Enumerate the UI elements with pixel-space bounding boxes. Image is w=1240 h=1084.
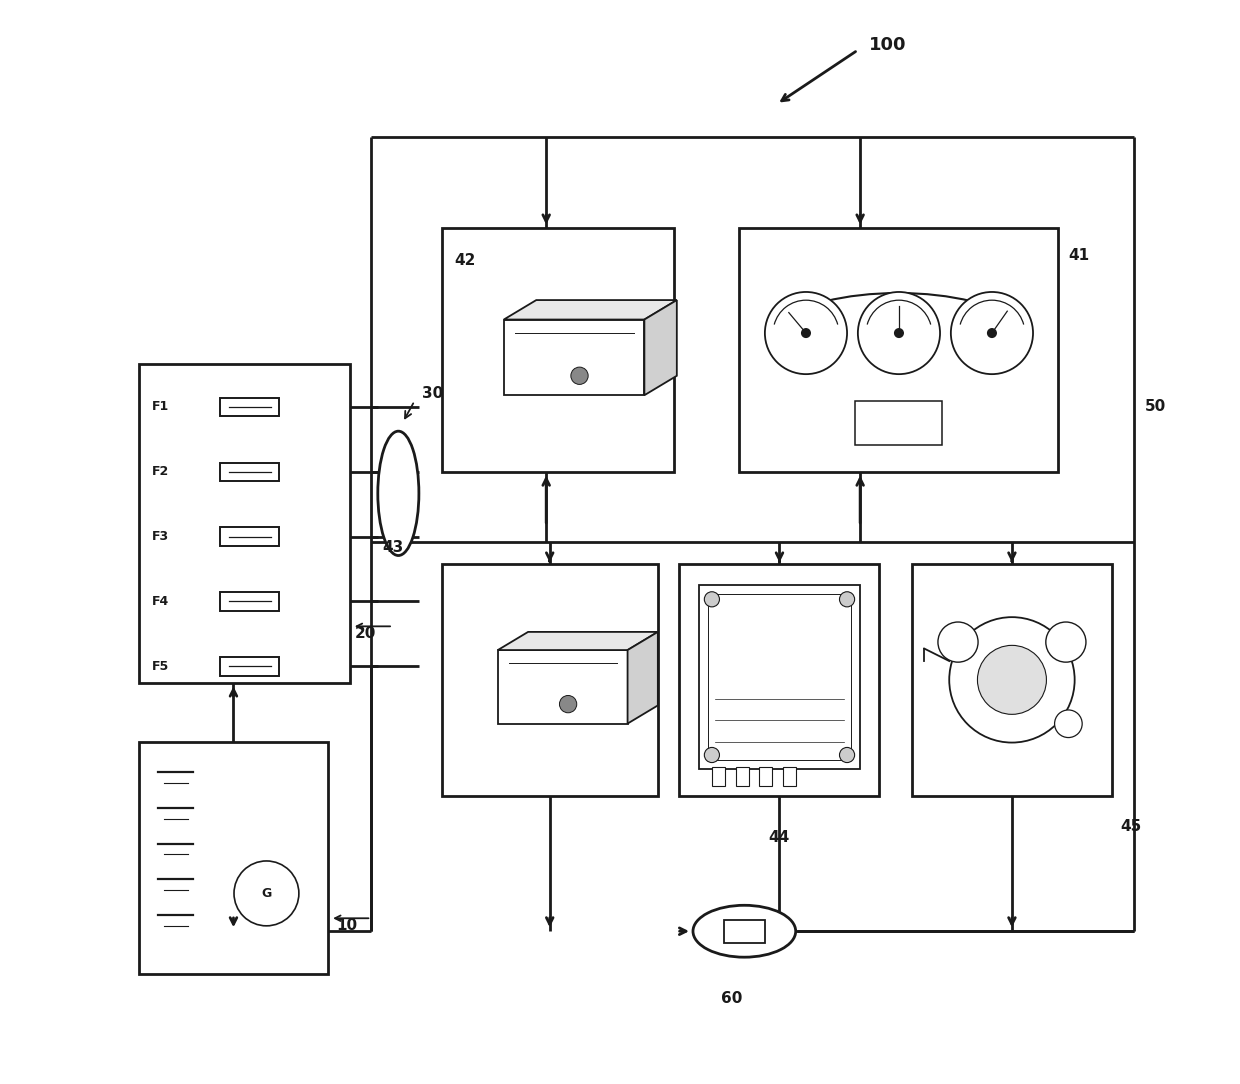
Text: 41: 41 xyxy=(1069,248,1090,263)
Bar xyxy=(856,401,941,444)
Circle shape xyxy=(570,367,588,385)
Text: 10: 10 xyxy=(337,918,358,933)
Text: 42: 42 xyxy=(455,254,476,269)
Circle shape xyxy=(1054,710,1083,737)
Bar xyxy=(739,229,1058,472)
Text: F4: F4 xyxy=(151,595,169,608)
Bar xyxy=(441,229,675,472)
Bar xyxy=(712,766,725,786)
Text: G: G xyxy=(262,887,272,900)
Text: F1: F1 xyxy=(151,400,169,413)
Circle shape xyxy=(951,292,1033,374)
Circle shape xyxy=(987,328,996,337)
Ellipse shape xyxy=(693,905,796,957)
Circle shape xyxy=(559,696,577,713)
Text: F2: F2 xyxy=(151,465,169,478)
Bar xyxy=(759,766,773,786)
Bar xyxy=(911,564,1112,796)
Bar xyxy=(219,463,279,481)
Bar xyxy=(441,564,658,796)
Circle shape xyxy=(858,292,940,374)
Polygon shape xyxy=(497,632,658,650)
Circle shape xyxy=(977,645,1047,714)
Bar xyxy=(699,585,861,769)
Text: 20: 20 xyxy=(355,627,377,642)
Bar xyxy=(219,398,279,416)
Bar xyxy=(784,766,796,786)
Circle shape xyxy=(950,617,1075,743)
Circle shape xyxy=(894,328,903,337)
Circle shape xyxy=(704,592,719,607)
Bar xyxy=(708,594,852,760)
Bar xyxy=(219,528,279,545)
Bar xyxy=(139,743,329,975)
Text: F3: F3 xyxy=(151,530,169,543)
Circle shape xyxy=(801,328,810,337)
Text: 50: 50 xyxy=(1145,399,1166,414)
Circle shape xyxy=(234,861,299,926)
Polygon shape xyxy=(627,632,658,724)
Bar xyxy=(735,766,749,786)
Circle shape xyxy=(704,748,719,762)
Polygon shape xyxy=(645,300,677,396)
Circle shape xyxy=(765,292,847,374)
Circle shape xyxy=(839,592,854,607)
Text: 100: 100 xyxy=(869,36,906,53)
Text: 44: 44 xyxy=(769,829,790,844)
Circle shape xyxy=(1045,622,1086,662)
Bar xyxy=(219,657,279,675)
Bar xyxy=(139,363,350,683)
Circle shape xyxy=(839,748,854,762)
Bar xyxy=(680,564,879,796)
Polygon shape xyxy=(503,300,677,320)
Text: 45: 45 xyxy=(1121,818,1142,834)
Bar xyxy=(219,592,279,610)
Bar xyxy=(497,650,627,724)
Circle shape xyxy=(937,622,978,662)
Text: 30: 30 xyxy=(422,386,444,401)
Ellipse shape xyxy=(378,431,419,555)
Text: F5: F5 xyxy=(151,660,169,673)
Bar xyxy=(724,919,765,943)
Bar xyxy=(503,320,645,396)
Text: 60: 60 xyxy=(720,991,742,1006)
Text: 43: 43 xyxy=(382,540,403,555)
